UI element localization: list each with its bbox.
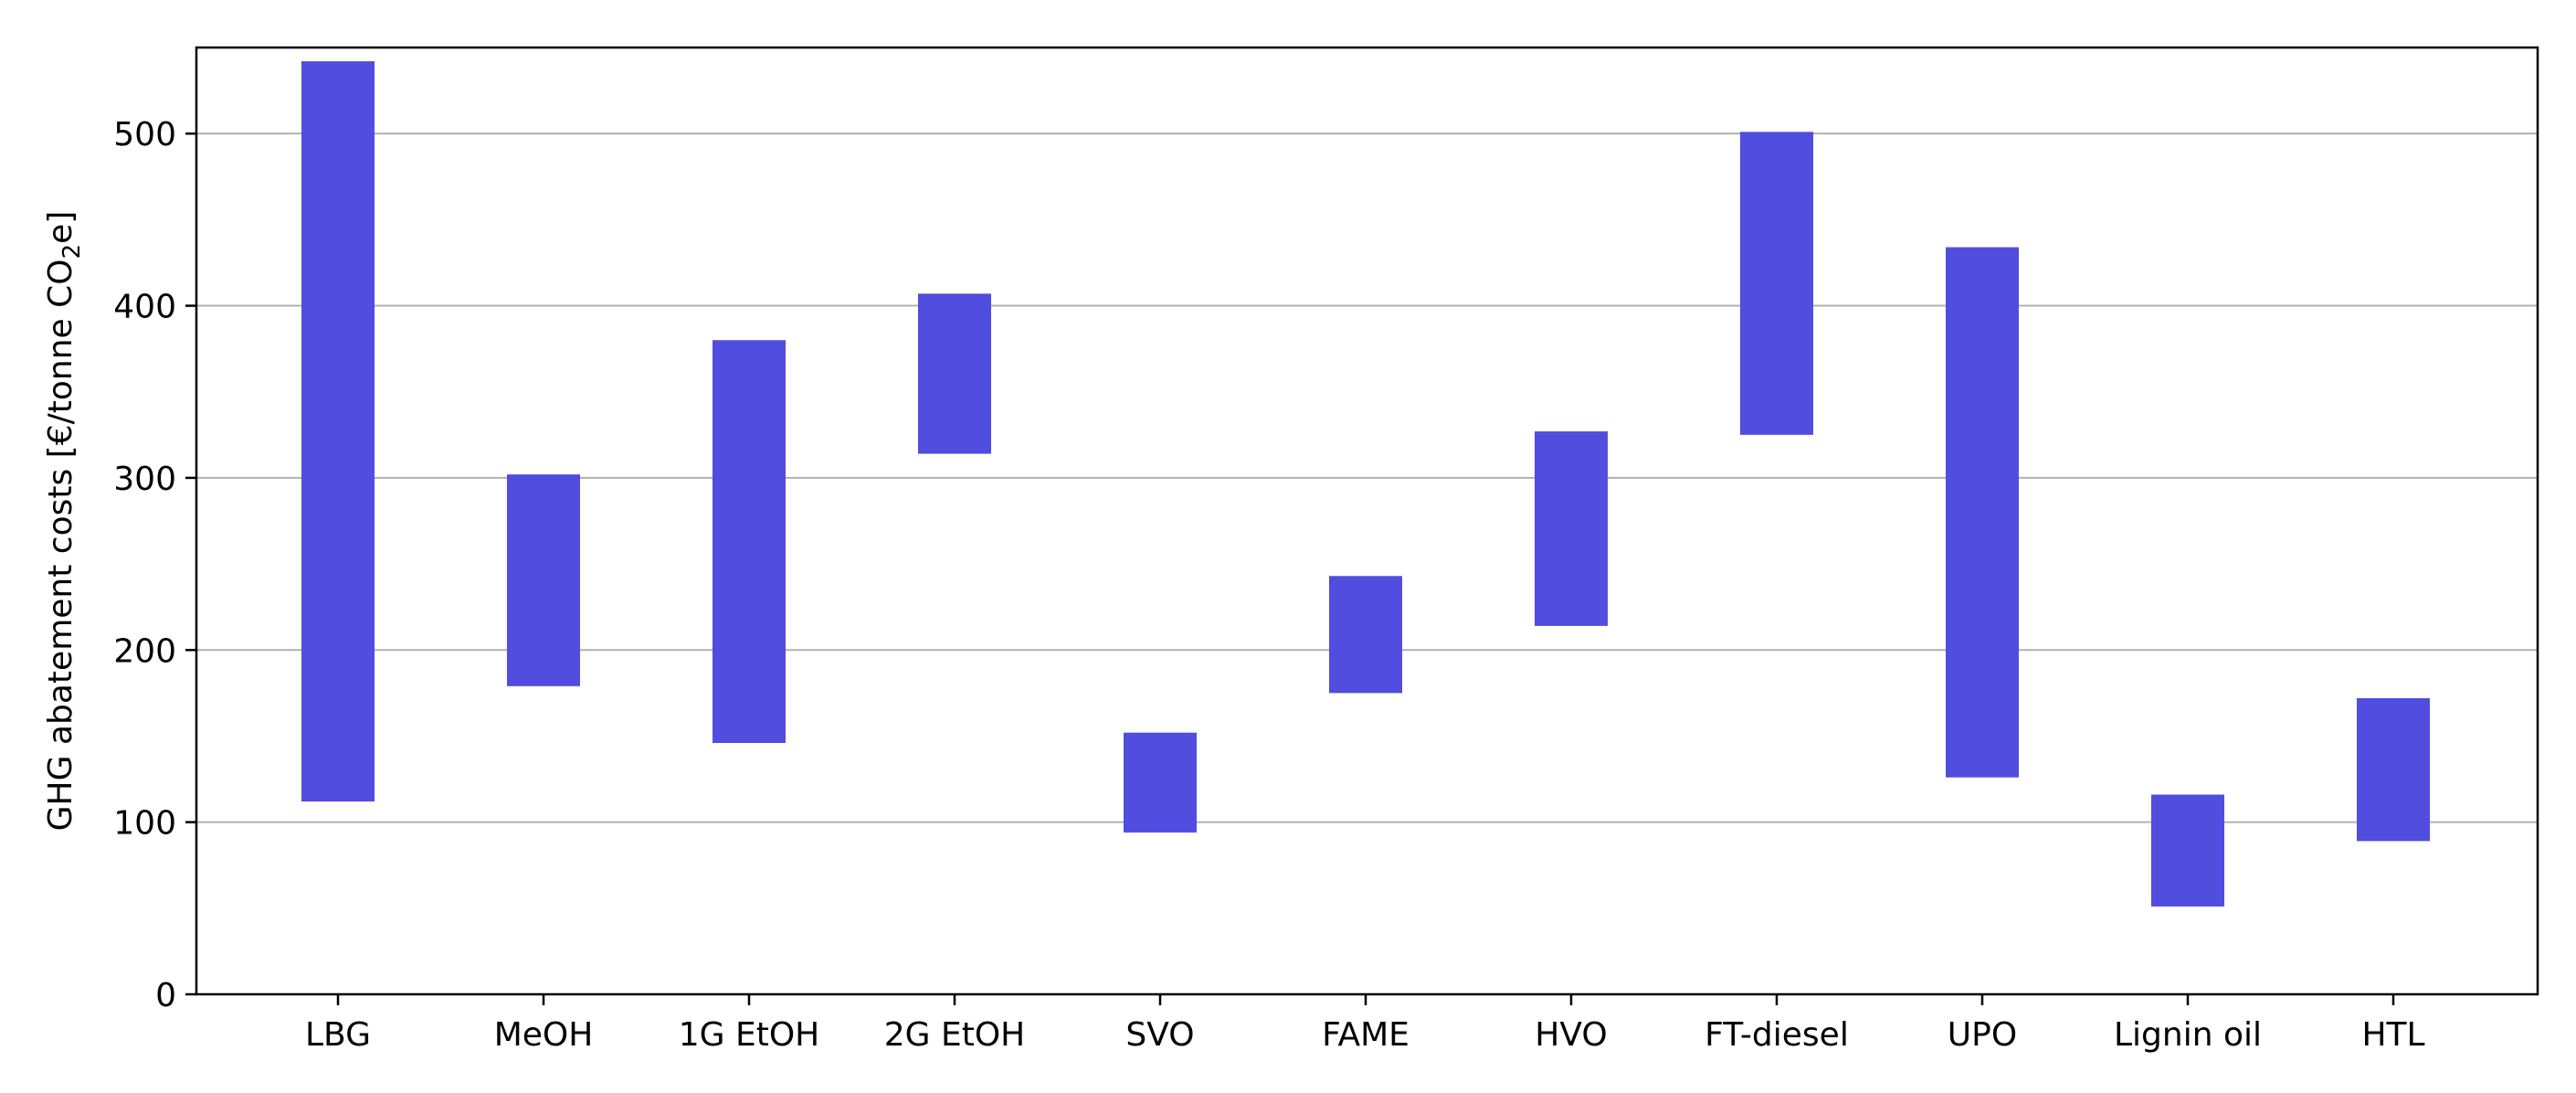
bar-lignin-oil	[2151, 794, 2224, 907]
y-axis-title-main: GHG abatement costs [€/tonne CO	[42, 259, 79, 831]
x-tick-label: FT-diesel	[1705, 1016, 1849, 1054]
x-tick-label: Lignin oil	[2114, 1016, 2262, 1054]
y-axis-title-subscript: 2	[58, 244, 86, 260]
y-tick-label: 100	[113, 805, 176, 843]
y-tick-label: 500	[113, 116, 176, 154]
bar-2g-etoh	[918, 293, 991, 454]
bar-meoh	[507, 474, 580, 686]
x-tick-label: HVO	[1535, 1016, 1607, 1054]
bar-ft-diesel	[1740, 132, 1813, 435]
x-tick-label: SVO	[1125, 1016, 1194, 1054]
y-tick-label: 0	[155, 977, 176, 1014]
x-tick-label: LBG	[305, 1016, 371, 1054]
bar-1g-etoh	[713, 340, 786, 743]
x-tick-label: FAME	[1322, 1016, 1409, 1054]
bar-hvo	[1535, 431, 1608, 626]
bar-upo	[1946, 247, 2019, 778]
bar-lbg	[301, 61, 375, 802]
bar-svo	[1124, 732, 1197, 833]
plot-frame	[195, 46, 2539, 996]
x-tick-label: HTL	[2361, 1016, 2424, 1054]
x-axis: LBG MeOH 1G EtOH 2G EtOH SVO FAME HVO FT-diesel…	[305, 994, 2425, 1054]
y-axis-title: GHG abatement costs [€/tonne CO2e]	[42, 211, 86, 832]
bar-htl	[2357, 698, 2430, 842]
bars	[301, 61, 2430, 907]
grid-lines	[196, 133, 2538, 823]
y-axis: 0 100 200 300 400 500	[113, 116, 196, 1014]
bar-fame	[1329, 576, 1402, 694]
y-tick-label: 300	[113, 461, 176, 498]
y-axis-title-suffix: e]	[42, 211, 79, 244]
y-tick-label: 400	[113, 289, 176, 326]
x-tick-label: 1G EtOH	[679, 1016, 820, 1054]
y-tick-label: 200	[113, 632, 176, 670]
x-tick-label: UPO	[1948, 1016, 2017, 1054]
x-tick-label: MeOH	[494, 1016, 594, 1054]
x-tick-label: 2G EtOH	[884, 1016, 1026, 1054]
